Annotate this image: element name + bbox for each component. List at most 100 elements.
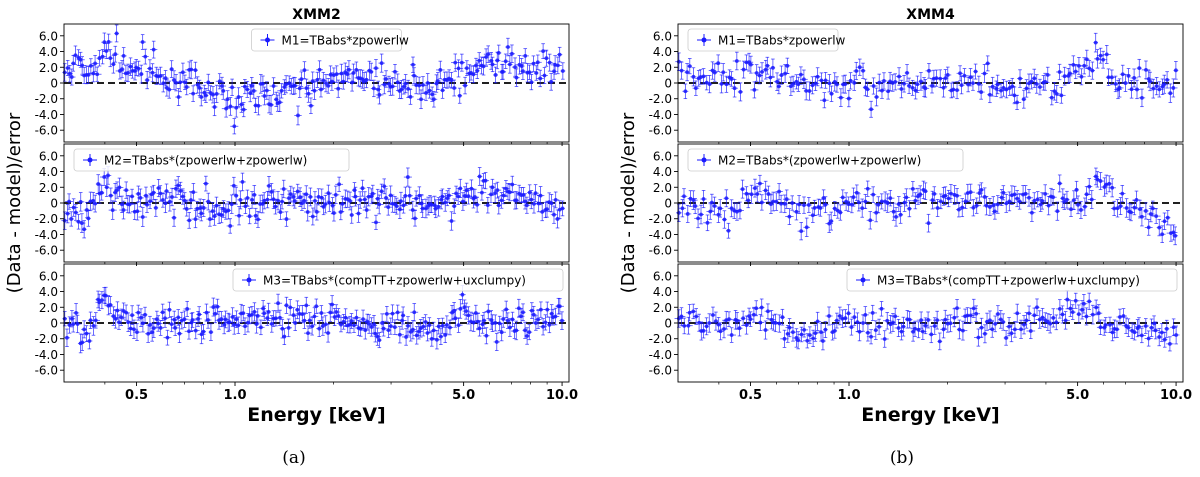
- data-point: [319, 311, 324, 315]
- data-point: [943, 76, 948, 80]
- data-point: [1113, 82, 1118, 86]
- data-point: [130, 313, 135, 318]
- data-point: [341, 79, 346, 84]
- data-point: [259, 325, 263, 330]
- data-point: [417, 83, 422, 88]
- data-point: [910, 186, 915, 191]
- data-point: [464, 309, 469, 314]
- data-point: [169, 322, 174, 327]
- data-point: [719, 82, 724, 86]
- data-point: [705, 220, 710, 225]
- data-point: [333, 192, 338, 197]
- data-point: [416, 329, 421, 334]
- data-point: [412, 310, 417, 315]
- data-point: [461, 199, 465, 204]
- data-point: [923, 86, 928, 91]
- data-point: [97, 300, 102, 305]
- y-tick-label: 6.0: [39, 269, 58, 283]
- data-point: [336, 314, 341, 318]
- data-point: [229, 202, 234, 207]
- data-point: [271, 84, 276, 88]
- data-point: [330, 79, 334, 84]
- data-point: [501, 69, 505, 74]
- data-point: [865, 87, 870, 92]
- data-point: [755, 192, 760, 196]
- data-point: [504, 186, 508, 191]
- data-point: [458, 186, 463, 191]
- data-point: [86, 72, 91, 77]
- data-point: [995, 82, 1000, 87]
- data-point: [201, 329, 206, 334]
- data-point: [827, 81, 832, 86]
- data-point: [754, 71, 759, 75]
- data-point: [1001, 86, 1006, 90]
- data-point: [483, 178, 488, 183]
- data-point: [985, 61, 990, 66]
- data-point: [523, 199, 527, 204]
- data-point: [78, 57, 83, 62]
- data-point: [1087, 66, 1092, 71]
- data-point: [506, 45, 510, 49]
- data-point: [893, 79, 898, 84]
- data-point: [375, 196, 380, 201]
- data-point: [288, 305, 293, 310]
- data-point: [1148, 79, 1152, 84]
- data-point: [729, 206, 734, 211]
- data-point: [206, 80, 211, 85]
- data-point: [278, 315, 282, 320]
- data-point: [336, 86, 341, 91]
- data-point: [457, 93, 462, 98]
- data-point: [93, 61, 97, 66]
- data-point: [91, 324, 96, 328]
- data-point: [271, 197, 276, 202]
- data-point: [473, 195, 477, 199]
- data-point: [885, 201, 890, 206]
- data-point: [421, 83, 425, 87]
- chart-title: XMM2: [292, 7, 340, 23]
- data-point: [278, 210, 283, 215]
- data-point: [282, 85, 287, 89]
- legend-label: M3=TBabs*(compTT+zpowerlw+uxclumpy): [263, 274, 526, 288]
- data-point: [312, 314, 317, 319]
- data-point: [896, 202, 901, 206]
- data-point: [281, 187, 286, 191]
- data-point: [424, 206, 428, 211]
- data-point: [523, 328, 527, 333]
- data-point: [106, 173, 110, 178]
- data-point: [108, 193, 113, 198]
- data-point: [456, 323, 461, 328]
- data-point: [438, 334, 443, 339]
- data-point: [296, 113, 300, 118]
- data-point: [226, 208, 231, 213]
- data-point: [150, 330, 155, 335]
- residual-panel-3: -6.0 -4.0 -2.00 2.0 4.0 6.0 M3=TBabs*(compTT+z…: [35, 263, 570, 386]
- data-point: [545, 307, 550, 312]
- data-point: [193, 217, 198, 221]
- data-point: [176, 95, 181, 99]
- data-point: [67, 199, 71, 204]
- data-point: [973, 69, 978, 74]
- data-point: [291, 194, 296, 199]
- data-point: [421, 324, 426, 329]
- data-point: [1129, 87, 1134, 92]
- data-point: [139, 72, 144, 76]
- data-point: [1010, 84, 1015, 89]
- data-point: [354, 68, 359, 72]
- data-point: [377, 93, 382, 97]
- data-point: [510, 51, 514, 56]
- data-point: [262, 311, 267, 316]
- data-point: [274, 316, 278, 321]
- data-point: [185, 307, 190, 311]
- data-point: [693, 204, 698, 208]
- data-point: [1126, 73, 1131, 78]
- data-point: [553, 314, 558, 319]
- data-point: [962, 73, 967, 78]
- data-point: [813, 81, 818, 86]
- legend-label: M2=TBabs*(zpowerlw+zpowerlw): [104, 154, 307, 168]
- data-point: [753, 186, 757, 191]
- data-point: [73, 210, 78, 215]
- data-point: [302, 68, 307, 72]
- data-point: [854, 69, 859, 73]
- y-tick-label: 0: [664, 77, 672, 91]
